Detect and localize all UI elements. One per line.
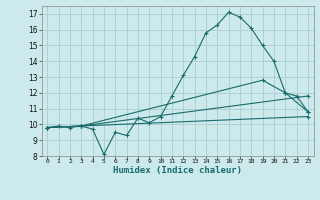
X-axis label: Humidex (Indice chaleur): Humidex (Indice chaleur) xyxy=(113,166,242,175)
